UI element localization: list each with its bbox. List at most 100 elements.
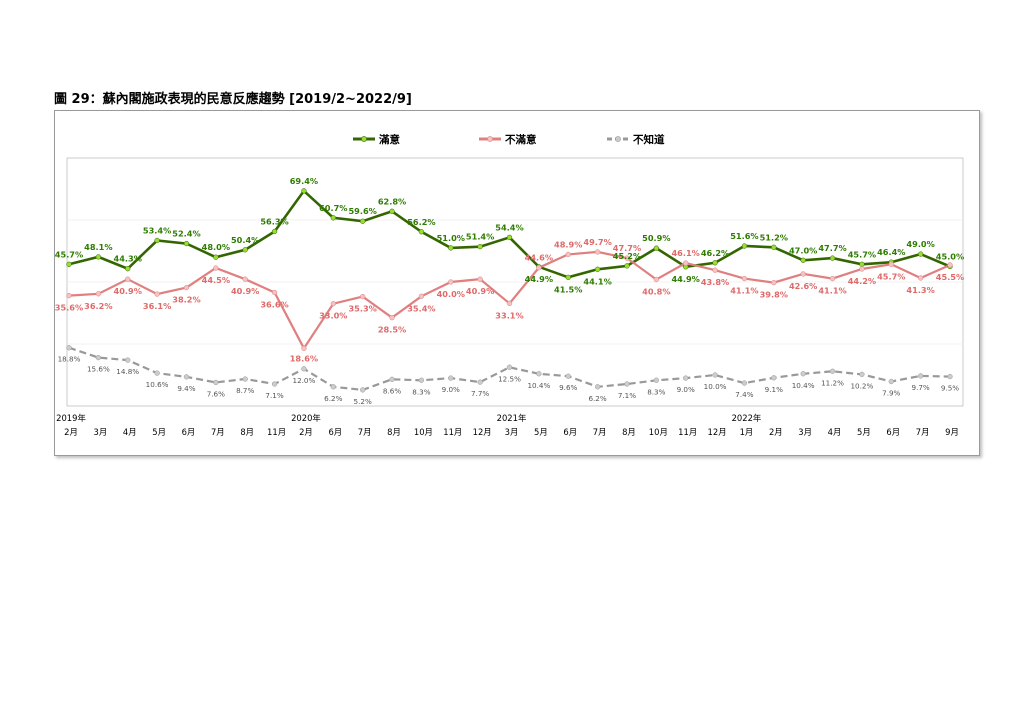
x-tick-label: 8月 [240,427,254,437]
data-label: 46.1% [671,248,699,258]
x-tick-label: 2月 [769,427,783,437]
legend-label: 不知道 [633,133,665,146]
data-labels: 45.7%48.1%44.3%53.4% 52.4%48.0%50.4%56.3%… [55,176,964,406]
line-chart: 滿意 不滿意 不知道 45.7%48.1%44.3%53.4% 52.4%48.0%5… [55,133,964,437]
data-point [800,257,806,263]
data-point [771,375,777,381]
data-point [917,275,924,281]
data-point [829,275,836,282]
data-label: 44.1% [583,276,611,286]
gridlines [67,219,963,345]
data-label: 7.7% [471,389,489,398]
data-label: 15.6% [87,365,110,374]
data-point [477,244,483,250]
data-label: 10.0% [704,382,727,391]
data-point [183,240,190,247]
data-point [506,300,513,307]
data-point [330,215,336,221]
data-point [66,345,72,351]
x-tick-label: 7月 [211,427,225,437]
x-tick-label: 12月 [473,427,492,437]
data-label: 35.3% [348,304,376,314]
data-point [330,384,336,390]
data-point [418,229,425,235]
x-tick-label: 11月 [443,427,462,437]
data-label: 28.5% [378,325,406,335]
data-label: 46.4% [877,247,905,257]
data-label: 36.2% [84,301,112,311]
data-label: 44.6% [525,253,553,263]
x-tick-label: 10月 [649,427,668,437]
data-point [565,373,571,379]
data-label: 50.4% [231,235,259,245]
figure-caption: 圖 29：蘇內閣施政表現的民意反應趨勢 [2019/2~2022/9] [54,92,412,107]
x-tick-label: 7月 [358,427,372,437]
data-label: 8.3% [647,387,665,396]
data-point [800,371,806,377]
data-label: 9.6% [559,383,577,392]
data-label: 51.6% [730,231,758,241]
data-point [213,265,219,271]
data-point [859,261,865,267]
data-point [917,373,924,379]
x-axis: 2月 3月 4月 5月 6月 7月 8月 11月 2月 6月 7月 8月 10月 11月 12月 3月 5月 6月… [56,413,959,437]
data-label: 35.6% [55,303,83,313]
data-label: 48.9% [554,239,582,249]
data-label: 36.1% [143,301,171,311]
data-point [859,371,865,378]
data-label: 33.0% [319,311,347,321]
data-label: 60.7% [319,203,347,213]
data-point [301,188,307,194]
data-point [125,266,131,272]
data-point [683,260,689,266]
data-point [183,284,190,291]
data-point [242,247,248,253]
data-point [418,293,425,299]
data-label: 9.1% [765,385,783,394]
data-label: 40.9% [466,286,494,296]
data-point [917,251,924,257]
x-tick-label: 3月 [798,427,812,437]
data-label: 7.4% [735,390,753,399]
data-label: 51.0% [437,233,465,243]
data-point [506,234,513,241]
data-point [301,345,307,351]
data-label: 9.0% [677,385,695,394]
data-label: 49.7% [583,237,611,247]
data-label: 5.2% [354,397,372,406]
data-label: 8.3% [412,387,430,396]
x-tick-label: 4月 [123,427,137,437]
data-label: 11.2% [821,378,844,387]
data-label: 7.6% [207,389,225,398]
data-label: 10.4% [792,381,815,390]
data-label: 56.2% [407,217,435,227]
data-point [418,377,425,383]
data-label: 9.0% [442,385,460,394]
data-label: 9.7% [912,383,930,392]
data-label: 44.5% [202,275,230,285]
x-tick-label: 8月 [387,427,401,437]
data-label: 18.8% [58,355,81,364]
data-point [389,376,395,382]
data-point [125,276,131,282]
data-point [477,276,483,282]
data-label: 51.4% [466,232,494,242]
data-label: 45.5% [936,272,964,282]
data-label: 18.6% [290,353,318,363]
x-tick-label: 2月 [299,427,313,437]
data-point [330,301,336,307]
data-point [741,243,748,249]
data-point [712,260,718,266]
data-label: 33.1% [495,310,523,320]
data-point [859,266,865,272]
data-point [360,293,366,300]
x-tick-label: 6月 [328,427,342,437]
x-tick-label: 8月 [622,427,636,437]
data-point [624,255,630,261]
x-tick-label: 2月 [64,427,78,437]
x-tick-label: 6月 [886,427,900,437]
data-label: 46.2% [701,248,729,258]
data-point [389,208,395,214]
data-label: 48.0% [202,242,230,252]
data-label: 44.3% [114,254,142,264]
